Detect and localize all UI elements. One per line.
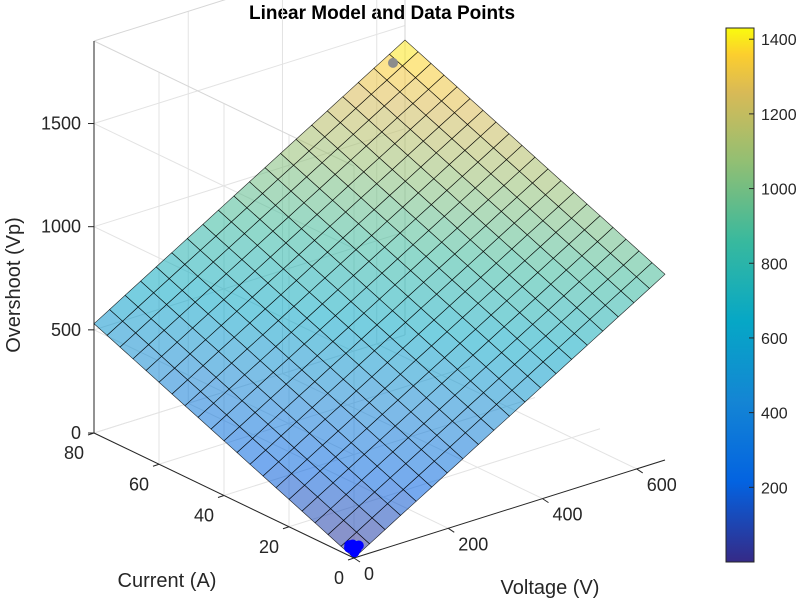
colorbar-tick-label: 400 [761,406,788,423]
chart-title: Linear Model and Data Points [249,3,515,24]
x-tick-mark [636,468,644,474]
data-point [344,540,355,551]
box-edge [93,0,226,42]
colorbar-gradient [725,27,755,563]
points-layer [344,57,398,558]
y-tick-label: 20 [259,537,279,557]
x-tick-mark [353,557,361,563]
z-axis-label: Overshoot (Vp) [3,217,25,353]
x-tick-mark [542,498,549,504]
x-tick-mark [447,527,455,533]
y-tick-mark [217,495,225,498]
y-tick-mark [152,463,160,467]
y-tick-label: 40 [194,506,214,526]
x-axis-line [353,459,666,559]
colorbar-tick-label: 1400 [761,32,797,49]
data-point [353,540,364,551]
z-tick-label: 0 [71,423,81,443]
data-point [388,57,398,68]
colorbar-tick-label: 1200 [761,107,797,124]
colorbar-tick-label: 1000 [761,182,797,199]
x-tick-label: 400 [552,505,582,525]
colorbar-tick-label: 800 [761,256,788,273]
y-tick-label: 60 [129,474,149,494]
surface-layer [93,39,666,559]
z-tick-label: 1500 [41,114,81,134]
z-tick-label: 1000 [41,217,81,237]
y-tick-mark [347,557,355,561]
x-tick-label: 600 [647,475,677,495]
x-tick-label: 0 [364,564,374,584]
colorbar-tick-label: 600 [761,331,788,348]
z-tick-label: 500 [51,320,81,340]
colorbar: 200 400 600 800 1000 1200 1400 [725,27,797,563]
x-axis-label: Voltage (V) [501,577,600,599]
y-tick-label: 0 [334,568,344,588]
y-tick-mark [282,526,290,530]
grid-line [93,25,406,125]
y-axis-label: Current (A) [118,570,217,592]
y-tick-label: 80 [64,443,84,463]
x-tick-label: 200 [458,534,488,554]
colorbar-tick-label: 200 [761,480,788,497]
